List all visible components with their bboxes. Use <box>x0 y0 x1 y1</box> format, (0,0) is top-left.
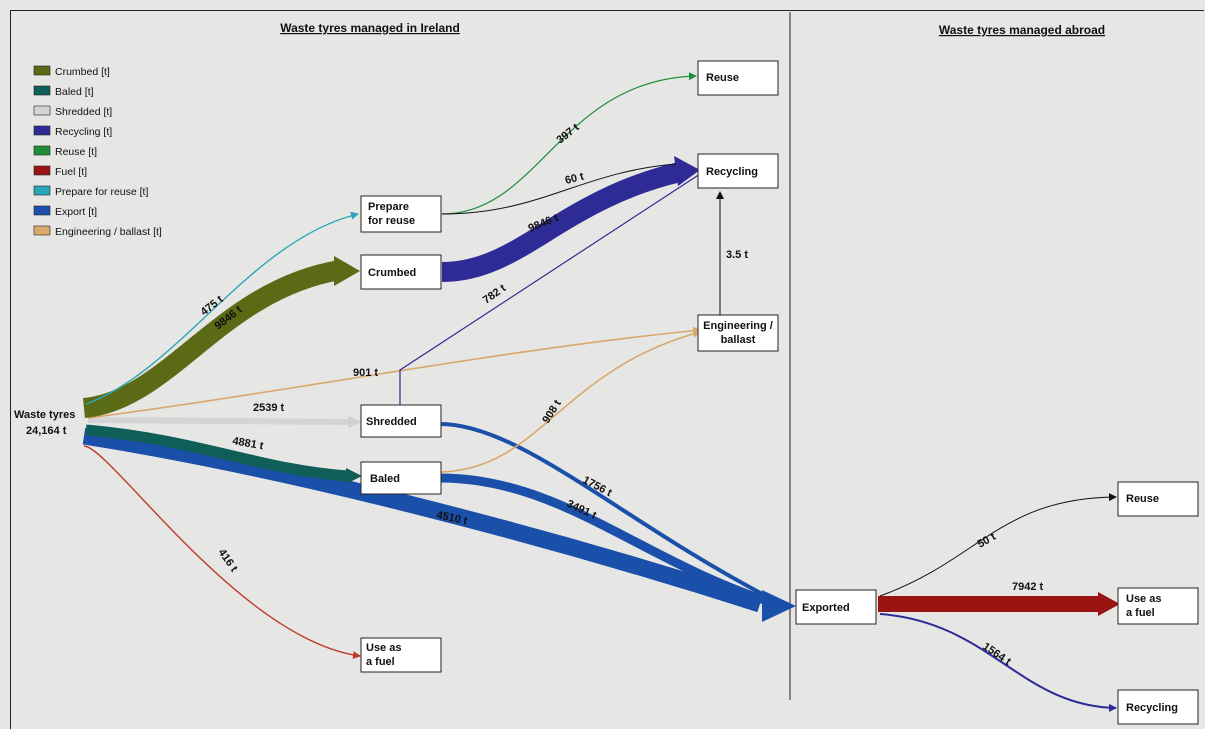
node-exported-label: Exported <box>802 602 850 614</box>
flow-label-export-fuel: 7942 t <box>1012 581 1044 593</box>
legend-swatch-export <box>33 205 51 216</box>
node-fuel-ireland-line2: a fuel <box>366 656 395 668</box>
node-baled-label: Baled <box>370 473 400 485</box>
flow-label-baled: 4881 t <box>231 435 264 452</box>
flow-crumbed <box>82 260 342 418</box>
legend-swatch-prepare-for-reuse <box>33 185 51 196</box>
flow-shredded-export <box>439 422 771 600</box>
header-abroad: Waste tyres managed abroad <box>939 23 1105 37</box>
flow-baled-arrowhead <box>346 468 362 484</box>
node-prepare-for-reuse <box>360 195 442 233</box>
node-exported <box>795 589 877 625</box>
flow-label-engineering-recycling: 3.5 t <box>726 249 748 261</box>
node-crumbed-label: Crumbed <box>368 267 416 279</box>
node-reuse-abroad <box>1117 481 1199 517</box>
legend-label-reuse: Reuse [t] <box>55 146 97 158</box>
flow-prepare-reuse <box>441 72 697 215</box>
flow-label-engineering-direct: 901 t <box>353 367 378 379</box>
flow-export-recycling <box>879 613 1117 712</box>
flow-label-export-recycling: 1564 t <box>980 641 1013 669</box>
node-fuel-ireland <box>360 637 442 673</box>
flow-label-fuel-ireland: 416 t <box>216 547 240 575</box>
flow-export-reuse <box>879 493 1117 597</box>
flow-label-export-reuse: 50 t <box>976 531 999 551</box>
legend-label-engineering: Engineering / ballast [t] <box>55 226 162 238</box>
flow-label-shredded-recycling: 782 t <box>481 282 509 306</box>
flow-crumbed-arrowhead <box>334 256 360 286</box>
diagram-frame <box>10 10 1204 729</box>
node-engineering-ballast <box>697 314 779 352</box>
node-recycling-ireland <box>697 153 779 189</box>
node-baled <box>360 461 442 495</box>
node-reuse-ireland <box>697 60 779 96</box>
node-prepare-label-line2: for reuse <box>368 215 415 227</box>
legend-label-fuel: Fuel [t] <box>55 166 87 178</box>
legend-label-baled: Baled [t] <box>55 86 94 98</box>
flow-baled <box>85 424 349 482</box>
node-engineering-label-line1: Engineering / <box>703 320 773 332</box>
legend-label-export: Export [t] <box>55 206 97 218</box>
flow-label-shredded: 2539 t <box>253 402 285 414</box>
node-recycling-ireland-label: Recycling <box>706 166 758 178</box>
node-fuel-abroad-line2: a fuel <box>1126 607 1155 619</box>
flow-prepare <box>85 211 359 405</box>
flow-engineering-direct <box>87 326 701 419</box>
flow-recycling-arrowhead <box>674 156 700 186</box>
node-waste-tyres-label: Waste tyres <box>14 409 75 421</box>
flow-shredded-arrowhead <box>348 416 362 428</box>
node-engineering-label-line2: ballast <box>721 334 756 346</box>
node-recycling-abroad-label: Recycling <box>1126 702 1178 714</box>
node-shredded-label: Shredded <box>366 416 417 428</box>
flow-baled-engineering <box>439 329 701 473</box>
flow-shredded <box>87 417 351 425</box>
node-waste-tyres-total: 24,164 t <box>26 425 67 437</box>
legend-swatch-recycling <box>33 125 51 136</box>
flow-shredded-recycling <box>399 173 701 408</box>
flow-export-direct <box>82 427 763 613</box>
legend-swatch-fuel <box>33 165 51 176</box>
legend-swatch-reuse <box>33 145 51 156</box>
flow-prepare-recycling <box>441 163 677 215</box>
flow-crumbed-recycling <box>441 162 683 282</box>
node-reuse-ireland-label: Reuse <box>706 72 739 84</box>
legend-swatch-baled <box>33 85 51 96</box>
flow-label-prepare-recycling: 60 t <box>564 171 586 187</box>
node-fuel-abroad-line1: Use as <box>1126 593 1161 605</box>
flow-export-arrowhead <box>762 590 796 622</box>
node-recycling-abroad <box>1117 689 1199 725</box>
node-reuse-abroad-label: Reuse <box>1126 493 1159 505</box>
flow-export-fuel-arrowhead <box>1098 592 1120 616</box>
legend-label-recycling: Recycling [t] <box>55 126 112 138</box>
legend: Crumbed [t] Baled [t] Shredded [t] Recyc… <box>33 65 162 238</box>
flow-fuel-ie <box>83 445 361 660</box>
node-fuel-abroad <box>1117 587 1199 625</box>
flow-baled-export <box>439 473 772 607</box>
legend-swatch-engineering <box>33 225 51 236</box>
legend-swatch-crumbed <box>33 65 51 76</box>
header-ireland: Waste tyres managed in Ireland <box>280 21 460 35</box>
node-fuel-ireland-line1: Use as <box>366 642 401 654</box>
legend-swatch-shredded <box>33 105 51 116</box>
node-prepare-label-line1: Prepare <box>368 201 409 213</box>
node-shredded <box>360 404 442 438</box>
node-crumbed <box>360 254 442 290</box>
legend-label-shredded: Shredded [t] <box>55 106 112 118</box>
legend-label-crumbed: Crumbed [t] <box>55 66 110 78</box>
legend-label-prepare-for-reuse: Prepare for reuse [t] <box>55 186 148 198</box>
